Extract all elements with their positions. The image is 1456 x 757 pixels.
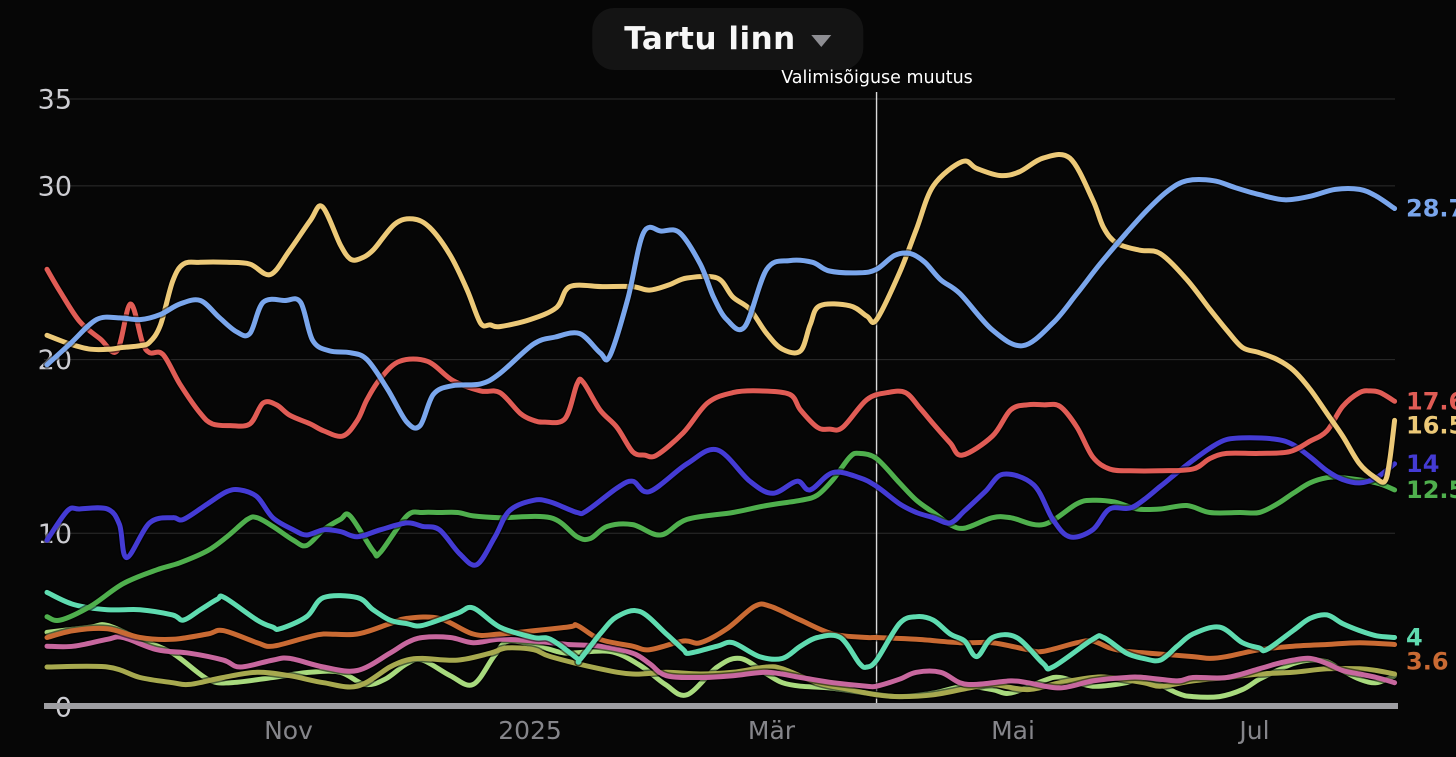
series-casing-red: [43, 265, 1399, 476]
end-label-orange: 3.6: [1406, 648, 1449, 676]
annotation-label: Valimisõiguse muutus: [781, 68, 973, 88]
x-axis-tick: Mär: [748, 716, 796, 745]
end-label-yellow: 16.5: [1406, 411, 1456, 439]
end-label-green: 12.5: [1406, 476, 1456, 504]
series-line-orange: [44, 601, 1398, 661]
end-label-blue: 28.7: [1406, 194, 1456, 222]
series-casing-green: [43, 449, 1399, 625]
series-line-pink: [44, 634, 1398, 691]
end-label-red: 17.6: [1406, 387, 1456, 415]
end-label-teal: 4: [1406, 624, 1423, 652]
series-line-teal: [44, 589, 1398, 672]
series-line-yellow: [44, 151, 1398, 485]
x-axis-tick: Nov: [264, 716, 313, 745]
end-label-dark-blue: 14: [1406, 450, 1439, 478]
x-axis-tick: Jul: [1237, 716, 1269, 745]
y-axis-tick: 35: [38, 85, 72, 116]
x-axis-tick: Mai: [991, 716, 1035, 745]
region-selector[interactable]: Tartu linn: [592, 8, 864, 70]
chevron-down-icon: [811, 35, 832, 47]
region-selector-label: Tartu linn: [624, 21, 796, 57]
series-casing-blue: [43, 175, 1399, 433]
series-line-green: [44, 450, 1398, 623]
series-line-blue: [44, 177, 1398, 431]
x-axis-tick: 2025: [498, 716, 562, 745]
series-casing-dark-blue: [43, 433, 1399, 570]
series-line-red: [44, 266, 1398, 474]
y-axis-tick: 30: [38, 171, 72, 202]
